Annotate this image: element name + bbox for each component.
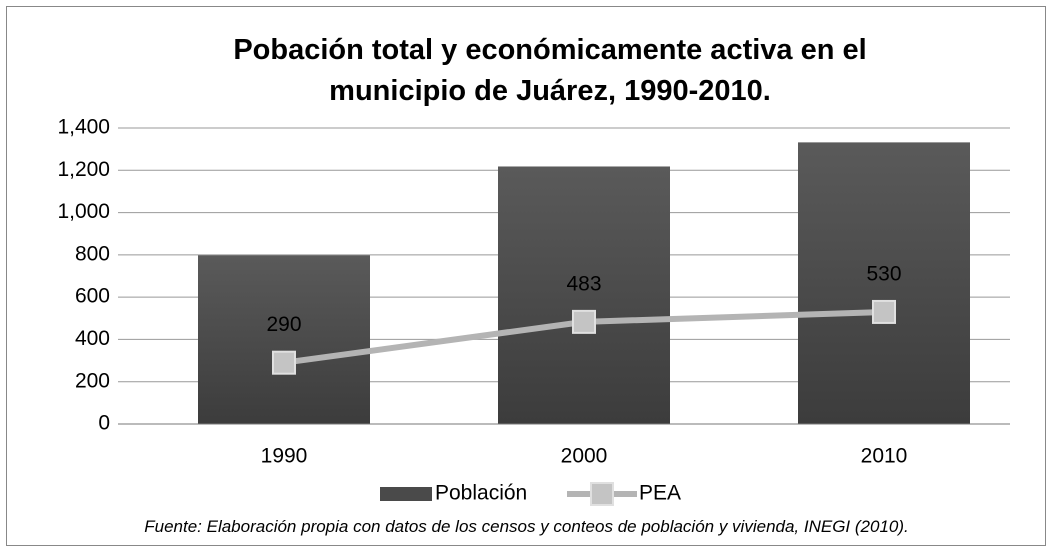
y-tick-label: 600 [75,285,110,308]
y-tick-label: 1,200 [57,158,110,181]
source-note: Fuente: Elaboración propia con datos de … [144,517,909,536]
bar [798,142,970,424]
y-tick-label: 800 [75,242,110,265]
y-tick-label: 1,000 [57,200,110,223]
x-tick-label: 2010 [861,445,908,468]
legend-label: Población [435,482,527,505]
y-tick-label: 0 [98,412,110,435]
y-tick-label: 200 [75,369,110,392]
data-label: 290 [266,313,301,336]
marker [272,350,296,375]
chart-title: Pobación total y económicamente activa e… [233,34,867,107]
marker [572,309,596,334]
y-tick-label: 400 [75,327,110,350]
legend-label: PEA [639,482,681,505]
x-tick-label: 1990 [261,445,308,468]
marker [872,299,896,324]
x-tick-label: 2000 [561,445,608,468]
legend-swatch [380,487,432,501]
data-label: 530 [866,262,901,285]
bar [498,166,670,425]
y-tick-label: 1,400 [57,116,110,139]
legend-marker [590,482,614,506]
bar [198,255,370,424]
data-label: 483 [566,272,601,295]
